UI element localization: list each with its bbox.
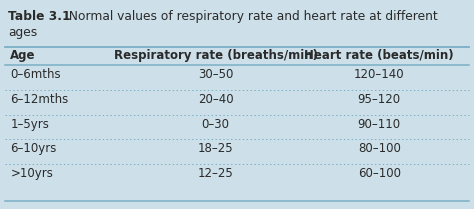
Text: Normal values of respiratory rate and heart rate at different: Normal values of respiratory rate and he…: [61, 10, 438, 23]
Text: Heart rate (beats/min): Heart rate (beats/min): [304, 49, 454, 62]
Text: >10yrs: >10yrs: [10, 167, 53, 180]
Text: Age: Age: [10, 49, 36, 62]
Text: 12–25: 12–25: [198, 167, 234, 180]
Text: 60–100: 60–100: [358, 167, 401, 180]
Text: 1–5yrs: 1–5yrs: [10, 118, 49, 131]
Text: 30–50: 30–50: [198, 68, 233, 81]
Text: Table 3.1: Table 3.1: [8, 10, 71, 23]
Text: 6–10yrs: 6–10yrs: [10, 142, 57, 155]
Text: 6–12mths: 6–12mths: [10, 93, 69, 106]
Text: 95–120: 95–120: [358, 93, 401, 106]
Text: Respiratory rate (breaths/min): Respiratory rate (breaths/min): [114, 49, 318, 62]
Text: 80–100: 80–100: [358, 142, 401, 155]
Text: 20–40: 20–40: [198, 93, 234, 106]
Text: 0–6mths: 0–6mths: [10, 68, 61, 81]
Text: ages: ages: [8, 26, 37, 39]
Text: 120–140: 120–140: [354, 68, 404, 81]
Text: 0–30: 0–30: [201, 118, 230, 131]
Text: 18–25: 18–25: [198, 142, 234, 155]
Text: 90–110: 90–110: [358, 118, 401, 131]
